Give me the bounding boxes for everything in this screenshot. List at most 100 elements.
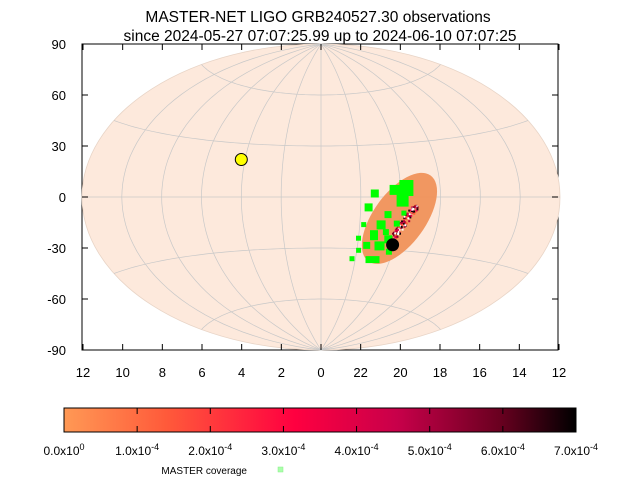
probability-pixel — [408, 209, 411, 212]
grid-parallel — [113, 120, 529, 147]
probability-pixel — [400, 225, 403, 228]
probability-pixel — [401, 222, 404, 225]
probability-pixel — [400, 227, 403, 229]
probability-pixel — [416, 206, 419, 209]
probability-pixel — [402, 222, 405, 225]
colorbar-tick-label: 3.0x10-4 — [261, 442, 305, 458]
y-tick-label: 60 — [52, 88, 66, 103]
probability-pixel — [413, 210, 416, 213]
probability-pixel — [394, 232, 397, 235]
probability-pixel — [396, 235, 399, 238]
y-tick-label: 30 — [52, 139, 66, 154]
colorbar-gradient — [63, 407, 577, 433]
colorbar-tick-label: 7.0x10-4 — [554, 442, 598, 458]
x-tick-label: 14 — [512, 365, 526, 380]
colorbar-tick-label: 1.0x10-4 — [115, 442, 159, 458]
probability-pixel — [395, 237, 398, 239]
colorbar-tick-label: 6.0x10-4 — [481, 442, 525, 458]
chart-title: MASTER-NET LIGO GRB240527.30 observation… — [145, 9, 490, 26]
probability-pixel — [394, 235, 397, 238]
legend-label: MASTER coverage — [161, 466, 247, 477]
probability-pixel — [411, 208, 414, 211]
probability-pixel — [410, 214, 413, 217]
probability-pixel — [410, 210, 413, 212]
probability-pixel — [416, 205, 419, 208]
colorbar: 0.0x100 1.0x10-4 2.0x10-4 3.0x10-4 4.0x10-4 5… — [43, 407, 598, 458]
probability-pixel — [412, 206, 415, 209]
probability-pixel — [409, 209, 412, 212]
legend: MASTER coverage — [161, 466, 284, 477]
probability-pixel — [416, 208, 419, 211]
y-axis: 90 60 30 0 -30 -60 -90 — [47, 37, 558, 358]
grid-parallel — [201, 64, 441, 96]
probability-pixel — [407, 215, 409, 218]
x-tick-label: 12 — [76, 365, 90, 380]
probability-pixel — [408, 220, 411, 223]
probability-pixel — [394, 233, 397, 236]
probability-pixel — [414, 206, 417, 209]
coverage-field — [364, 203, 373, 212]
coverage-field — [385, 248, 392, 255]
coverage-field — [356, 247, 362, 253]
x-tick-label: 10 — [115, 365, 129, 380]
localization-ellipse — [361, 172, 438, 264]
coverage-field — [399, 180, 414, 196]
probability-pixel — [413, 212, 416, 215]
grid — [82, 43, 560, 351]
probability-pixel — [402, 221, 405, 224]
x-tick-label: 0 — [317, 365, 324, 380]
coverage-field — [384, 211, 392, 219]
coverage-field — [376, 220, 386, 230]
probability-pixel — [404, 217, 407, 220]
sun-marker — [234, 153, 248, 166]
x-axis: 12 10 8 6 4 2 0 22 20 18 16 14 12 — [76, 44, 566, 380]
x-tick-label: 16 — [472, 365, 486, 380]
probability-pixel — [409, 216, 412, 219]
moon-marker — [386, 238, 400, 252]
coverage-field — [356, 235, 361, 241]
x-tick-label: 20 — [393, 365, 407, 380]
probability-pixel — [397, 233, 400, 236]
x-tick-label: 4 — [238, 365, 245, 380]
probability-pixel — [403, 216, 406, 218]
coverage-field — [374, 241, 385, 251]
x-tick-label: 18 — [433, 365, 447, 380]
probability-pixel — [403, 217, 406, 220]
probability-pixel — [408, 215, 411, 218]
chart-subtitle: since 2024-05-27 07:07:25.99 up to 2024-… — [124, 28, 517, 45]
probability-pixel — [408, 213, 411, 216]
probability-pixel — [406, 213, 409, 216]
coverage-field — [370, 189, 379, 198]
x-tick-label: 8 — [159, 365, 166, 380]
coverage-field — [393, 220, 400, 227]
colorbar-ticks: 0.0x100 1.0x10-4 2.0x10-4 3.0x10-4 4.0x10-4 5… — [43, 408, 598, 458]
probability-pixel — [395, 230, 398, 233]
y-tick-label: -60 — [47, 292, 66, 307]
probability-pixel — [398, 228, 401, 231]
coverage-field — [396, 194, 409, 207]
probability-pixel — [395, 227, 398, 230]
legend-swatch — [277, 466, 284, 473]
coverage-field — [370, 230, 378, 241]
coverage-field — [365, 256, 380, 264]
grid-parallel — [113, 247, 529, 274]
sky-map — [81, 43, 561, 351]
probability-pixel — [403, 218, 405, 221]
coverage-field — [349, 256, 355, 262]
coverage-field — [401, 210, 407, 216]
probability-pixel — [401, 228, 404, 231]
coverage-field — [363, 241, 371, 249]
coverage-field — [389, 184, 400, 195]
coverage-field — [382, 229, 389, 236]
coverage-field — [384, 235, 393, 244]
probability-pixel — [395, 228, 398, 231]
probability-pixel — [407, 217, 410, 220]
y-tick-label: 0 — [59, 190, 66, 205]
colorbar-tick-label: 2.0x10-4 — [188, 442, 232, 458]
probability-pixel — [403, 220, 405, 223]
probability-pixel — [415, 209, 418, 212]
probability-pixel — [392, 232, 394, 235]
probability-pixel — [414, 211, 417, 214]
